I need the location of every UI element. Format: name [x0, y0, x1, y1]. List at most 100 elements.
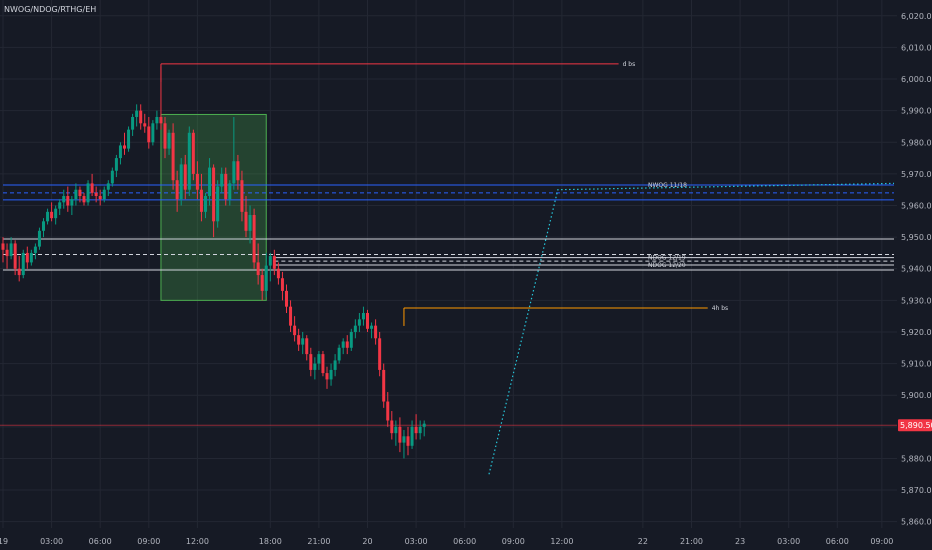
- price-tick-label: 5,880.00: [901, 454, 932, 463]
- candle: [98, 189, 102, 206]
- candle-body: [276, 268, 280, 279]
- candle: [252, 208, 256, 269]
- price-axis[interactable]: 6,020.00 6,010.00 6,000.00 5,990.00 5,980.00…: [901, 12, 932, 527]
- candle-body: [212, 167, 216, 222]
- candle-body: [123, 145, 126, 149]
- candle: [382, 363, 386, 408]
- candle: [378, 331, 382, 377]
- level-label: NDOG 12/20: [648, 262, 686, 269]
- candle-body: [70, 199, 74, 206]
- candle: [143, 113, 147, 133]
- candle: [244, 196, 248, 238]
- projection-path: [488, 182, 895, 475]
- candle: [187, 126, 191, 197]
- candle-body: [9, 243, 13, 257]
- candle: [29, 249, 33, 266]
- candle-body: [94, 192, 98, 197]
- price-tick-label: 6,020.00: [901, 12, 932, 21]
- candle-body: [82, 196, 86, 203]
- candle: [333, 354, 337, 377]
- price-tick-label: 5,950.00: [901, 233, 932, 242]
- time-tick-label: 12:00: [186, 537, 209, 546]
- time-tick-label: 03:00: [405, 537, 428, 546]
- candle: [139, 104, 143, 130]
- candle-body: [5, 249, 9, 257]
- candle-body: [301, 338, 305, 345]
- candle-body: [127, 129, 131, 149]
- candle: [398, 417, 402, 453]
- candle-body: [390, 420, 394, 434]
- candle-body: [280, 278, 284, 291]
- candle: [402, 429, 406, 459]
- candle-body: [155, 116, 159, 124]
- candle: [280, 271, 284, 301]
- candle-body: [46, 211, 50, 222]
- candle-body: [248, 214, 252, 231]
- candle-body: [370, 325, 374, 329]
- candle: [220, 167, 224, 193]
- candle-body: [86, 183, 90, 203]
- candle-body: [394, 426, 398, 434]
- candle: [9, 237, 13, 260]
- candle: [297, 328, 301, 351]
- time-tick-label: 22: [638, 537, 648, 546]
- candle: [191, 129, 195, 181]
- candle-body: [1, 243, 5, 250]
- candle-body: [175, 180, 179, 200]
- candle: [285, 284, 288, 314]
- candle: [272, 249, 276, 276]
- candle-body: [402, 436, 406, 443]
- candle: [50, 202, 54, 222]
- candle: [264, 252, 268, 298]
- candle: [66, 186, 70, 212]
- candle-body: [333, 360, 337, 370]
- candle: [171, 123, 175, 190]
- candle-body: [21, 252, 25, 276]
- candle-body: [268, 256, 272, 266]
- candle-body: [353, 325, 357, 332]
- time-tick-label: 20: [362, 537, 372, 546]
- candle: [167, 129, 171, 155]
- candle-body: [118, 145, 122, 159]
- candle-body: [240, 180, 244, 212]
- candle: [212, 164, 216, 238]
- candle-body: [341, 341, 345, 348]
- candle: [394, 420, 398, 446]
- time-tick-label: 06:00: [826, 537, 849, 546]
- candle-body: [191, 132, 195, 174]
- time-tick-label: 21:00: [680, 537, 703, 546]
- candle-body: [422, 423, 426, 427]
- level-label: 4h bs: [712, 305, 728, 312]
- candle-body: [418, 426, 422, 434]
- candle-body: [204, 196, 207, 212]
- candle: [232, 116, 236, 190]
- price-tick-label: 5,980.00: [901, 138, 932, 147]
- candle: [370, 322, 374, 339]
- candle: [102, 186, 106, 203]
- candle: [159, 66, 163, 130]
- candle: [5, 243, 9, 269]
- time-tick-label: 09:00: [870, 537, 893, 546]
- time-axis[interactable]: 19 03:00 06:00 09:00 12:00 18:00 21:00 20 03:00 0…: [0, 537, 893, 546]
- candle: [62, 189, 66, 209]
- candle-body: [139, 110, 143, 124]
- candle: [74, 183, 78, 206]
- candle-body: [17, 268, 21, 276]
- candle-body: [293, 325, 297, 336]
- candle-body: [361, 313, 365, 320]
- candle: [195, 161, 199, 200]
- candle-body: [199, 189, 203, 212]
- price-tick-label: 5,930.00: [901, 296, 932, 305]
- candle-body: [62, 196, 66, 203]
- candle-body: [220, 173, 224, 187]
- candle: [224, 167, 228, 206]
- candle: [414, 414, 418, 440]
- time-tick-label: 19: [0, 537, 8, 546]
- price-tick-label: 6,000.00: [901, 75, 932, 84]
- candle-body: [297, 335, 301, 345]
- candle: [240, 170, 244, 222]
- price-tick-label: 5,970.00: [901, 170, 932, 179]
- candle: [135, 104, 139, 127]
- candle: [123, 132, 126, 155]
